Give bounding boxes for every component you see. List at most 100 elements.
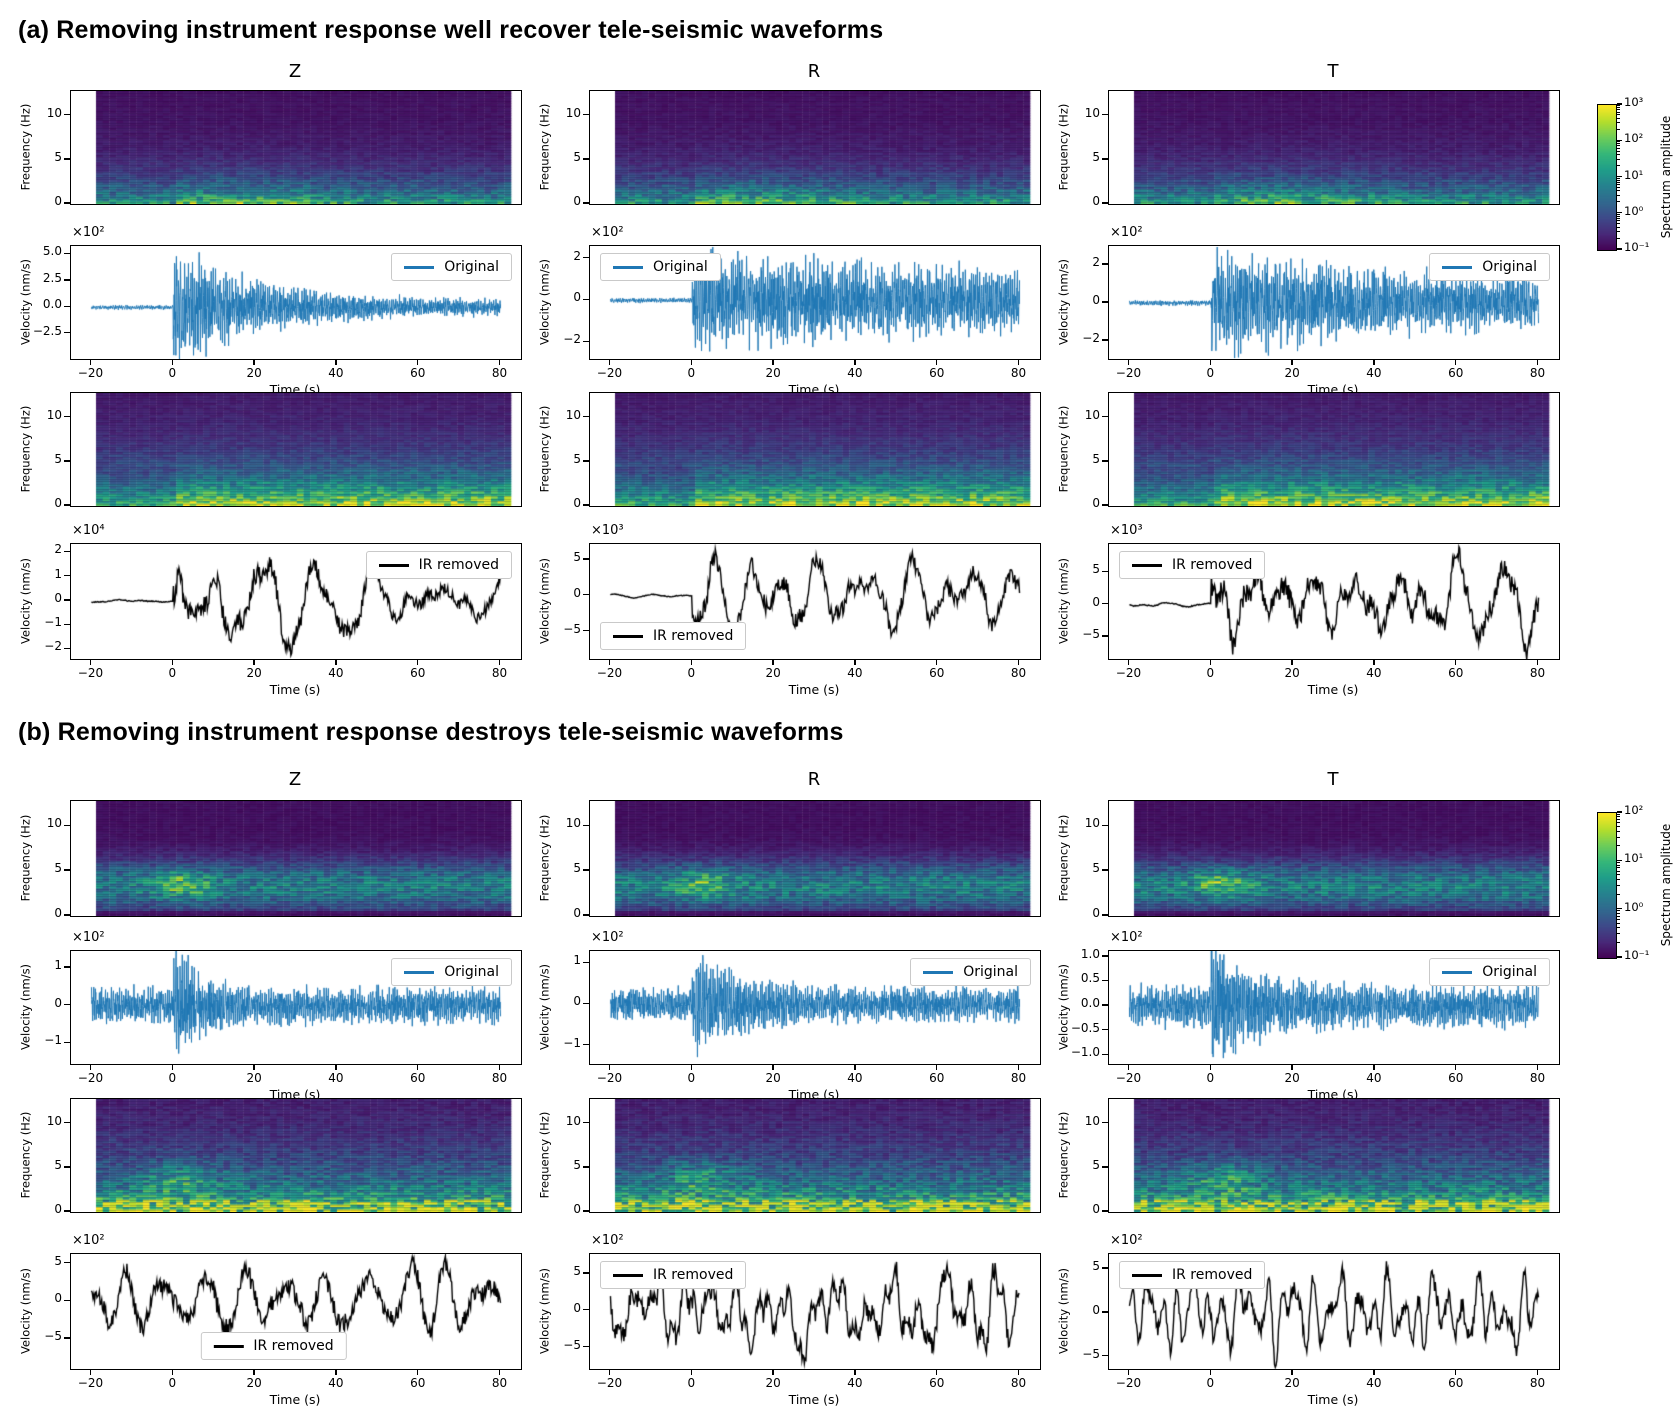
- x-tick-mark: [498, 660, 501, 665]
- x-tick-mark: [253, 1370, 255, 1375]
- y-tick-mark: [583, 961, 589, 964]
- colorbar-minor-tick: [1617, 117, 1620, 119]
- y-tick-mark: [1102, 1028, 1108, 1031]
- y-tick-label: 2: [54, 542, 62, 557]
- x-tick-mark: [936, 1065, 938, 1070]
- y-tick-label: 10: [565, 816, 581, 831]
- x-tick-mark: [690, 660, 692, 665]
- y-tick-label: 0: [54, 496, 62, 510]
- y-tick-mark: [64, 647, 70, 649]
- colorbar-minor-tick: [1617, 822, 1620, 824]
- legend-label: IR removed: [418, 557, 499, 573]
- x-axis-label: Time (s): [788, 1392, 840, 1407]
- colorbar-tick-mark: [1617, 103, 1622, 105]
- colorbar-minor-tick: [1617, 912, 1620, 914]
- colorbar-minor-tick: [1617, 874, 1620, 876]
- y-tick-mark: [1102, 339, 1108, 341]
- plot-a-Z-spec_original: [70, 90, 522, 205]
- colorbar-minor-tick: [1617, 111, 1620, 113]
- x-tick-mark: [1536, 360, 1539, 365]
- y-tick-label: 0: [573, 906, 581, 920]
- panel-b-title: (b) Removing instrument response destroy…: [18, 718, 844, 746]
- x-tick-label: 0: [687, 1376, 696, 1390]
- x-tick-label: 0: [687, 1071, 696, 1085]
- y-tick-mark: [1102, 635, 1108, 637]
- colorbar-minor-tick: [1617, 933, 1620, 935]
- y-tick-label: 0: [573, 290, 581, 305]
- y-tick-label: 0: [54, 995, 62, 1010]
- colorbar-minor-tick: [1617, 165, 1620, 167]
- colorbar-minor-tick: [1617, 864, 1620, 866]
- x-tick-label: 80: [1529, 1071, 1546, 1085]
- y-tick-mark: [1102, 1122, 1108, 1124]
- plot-b-T-spec_original: [1108, 800, 1560, 917]
- x-tick-label: 20: [1284, 366, 1300, 380]
- x-tick-mark: [1373, 360, 1375, 365]
- colorbar-tick-mark: [1617, 139, 1622, 141]
- x-tick-label: 20: [246, 1071, 262, 1085]
- y-tick-label: 5: [1092, 861, 1100, 876]
- y-tick-mark: [583, 869, 589, 871]
- colorbar-minor-tick: [1617, 154, 1620, 156]
- x-tick-mark: [1017, 660, 1020, 665]
- plot-a-T-ir_removed: IR removed: [1108, 543, 1560, 660]
- offset-text: ×10⁴: [72, 523, 105, 538]
- x-tick-label: −20: [1115, 1376, 1142, 1390]
- y-tick-mark: [1102, 979, 1108, 982]
- y-tick-label: 5: [573, 149, 581, 164]
- colorbar-minor-tick: [1617, 879, 1620, 881]
- colorbar-minor-tick: [1617, 158, 1620, 160]
- y-tick-label: 0: [54, 1202, 62, 1216]
- x-tick-mark: [772, 660, 774, 665]
- y-tick-label: 1: [54, 957, 62, 972]
- y-tick-mark: [583, 824, 589, 826]
- legend-line-swatch: [613, 634, 643, 638]
- y-tick-mark: [64, 1166, 70, 1168]
- x-axis-label: Time (s): [269, 1392, 321, 1407]
- x-tick-mark: [335, 1065, 337, 1070]
- y-tick-label: −1: [563, 1035, 581, 1050]
- legend-a-Z-original: Original: [391, 253, 512, 281]
- y-tick-label: 0: [54, 1291, 62, 1306]
- y-tick-mark: [1102, 202, 1108, 204]
- colorbar-minor-tick: [1617, 128, 1620, 130]
- y-tick-label: 5: [1092, 451, 1100, 466]
- plot-a-R-original: Original: [589, 245, 1041, 360]
- x-tick-label: 0: [687, 666, 696, 680]
- legend-label: IR removed: [253, 1338, 334, 1354]
- y-tick-label: 10: [1084, 816, 1100, 831]
- y-tick-label: 5: [1092, 562, 1100, 577]
- x-tick-label: 60: [929, 1071, 945, 1085]
- x-tick-mark: [690, 360, 692, 365]
- y-tick-label: 0.0: [42, 297, 62, 312]
- colorbar-minor-tick: [1617, 181, 1620, 183]
- y-tick-label: 1: [573, 953, 581, 968]
- legend-a-R-ir_removed: IR removed: [600, 622, 747, 650]
- y-tick-mark: [583, 1122, 589, 1124]
- x-tick-label: −20: [77, 366, 104, 380]
- x-tick-label: 40: [328, 666, 344, 680]
- colorbar-minor-tick: [1617, 231, 1620, 233]
- colorbar-minor-tick: [1617, 217, 1620, 219]
- x-tick-label: −20: [77, 666, 104, 680]
- spectrogram-canvas-a-T-spec_ir: [1109, 393, 1559, 506]
- legend-a-R-original: Original: [600, 253, 721, 281]
- y-tick-label: 10: [46, 407, 62, 422]
- y-tick-mark: [1102, 504, 1108, 506]
- spectrogram-canvas-b-R-spec_ir: [590, 1099, 1040, 1212]
- y-tick-mark: [64, 869, 70, 871]
- x-tick-mark: [1291, 1370, 1293, 1375]
- colorbar-minor-tick: [1617, 867, 1620, 869]
- x-tick-label: −20: [77, 1376, 104, 1390]
- x-tick-mark: [1373, 1370, 1375, 1375]
- y-tick-mark: [583, 158, 589, 160]
- colorbar-tick-label: 10²: [1624, 803, 1644, 817]
- y-tick-label: 5: [54, 1253, 62, 1268]
- x-tick-mark: [1017, 1065, 1020, 1070]
- legend-line-swatch: [613, 1273, 643, 1277]
- x-tick-label: 0: [168, 666, 177, 680]
- y-tick-mark: [64, 279, 70, 281]
- x-tick-mark: [1291, 1065, 1293, 1070]
- panel-a-title: (a) Removing instrument response well re…: [18, 16, 884, 44]
- x-tick-mark: [1127, 1370, 1130, 1375]
